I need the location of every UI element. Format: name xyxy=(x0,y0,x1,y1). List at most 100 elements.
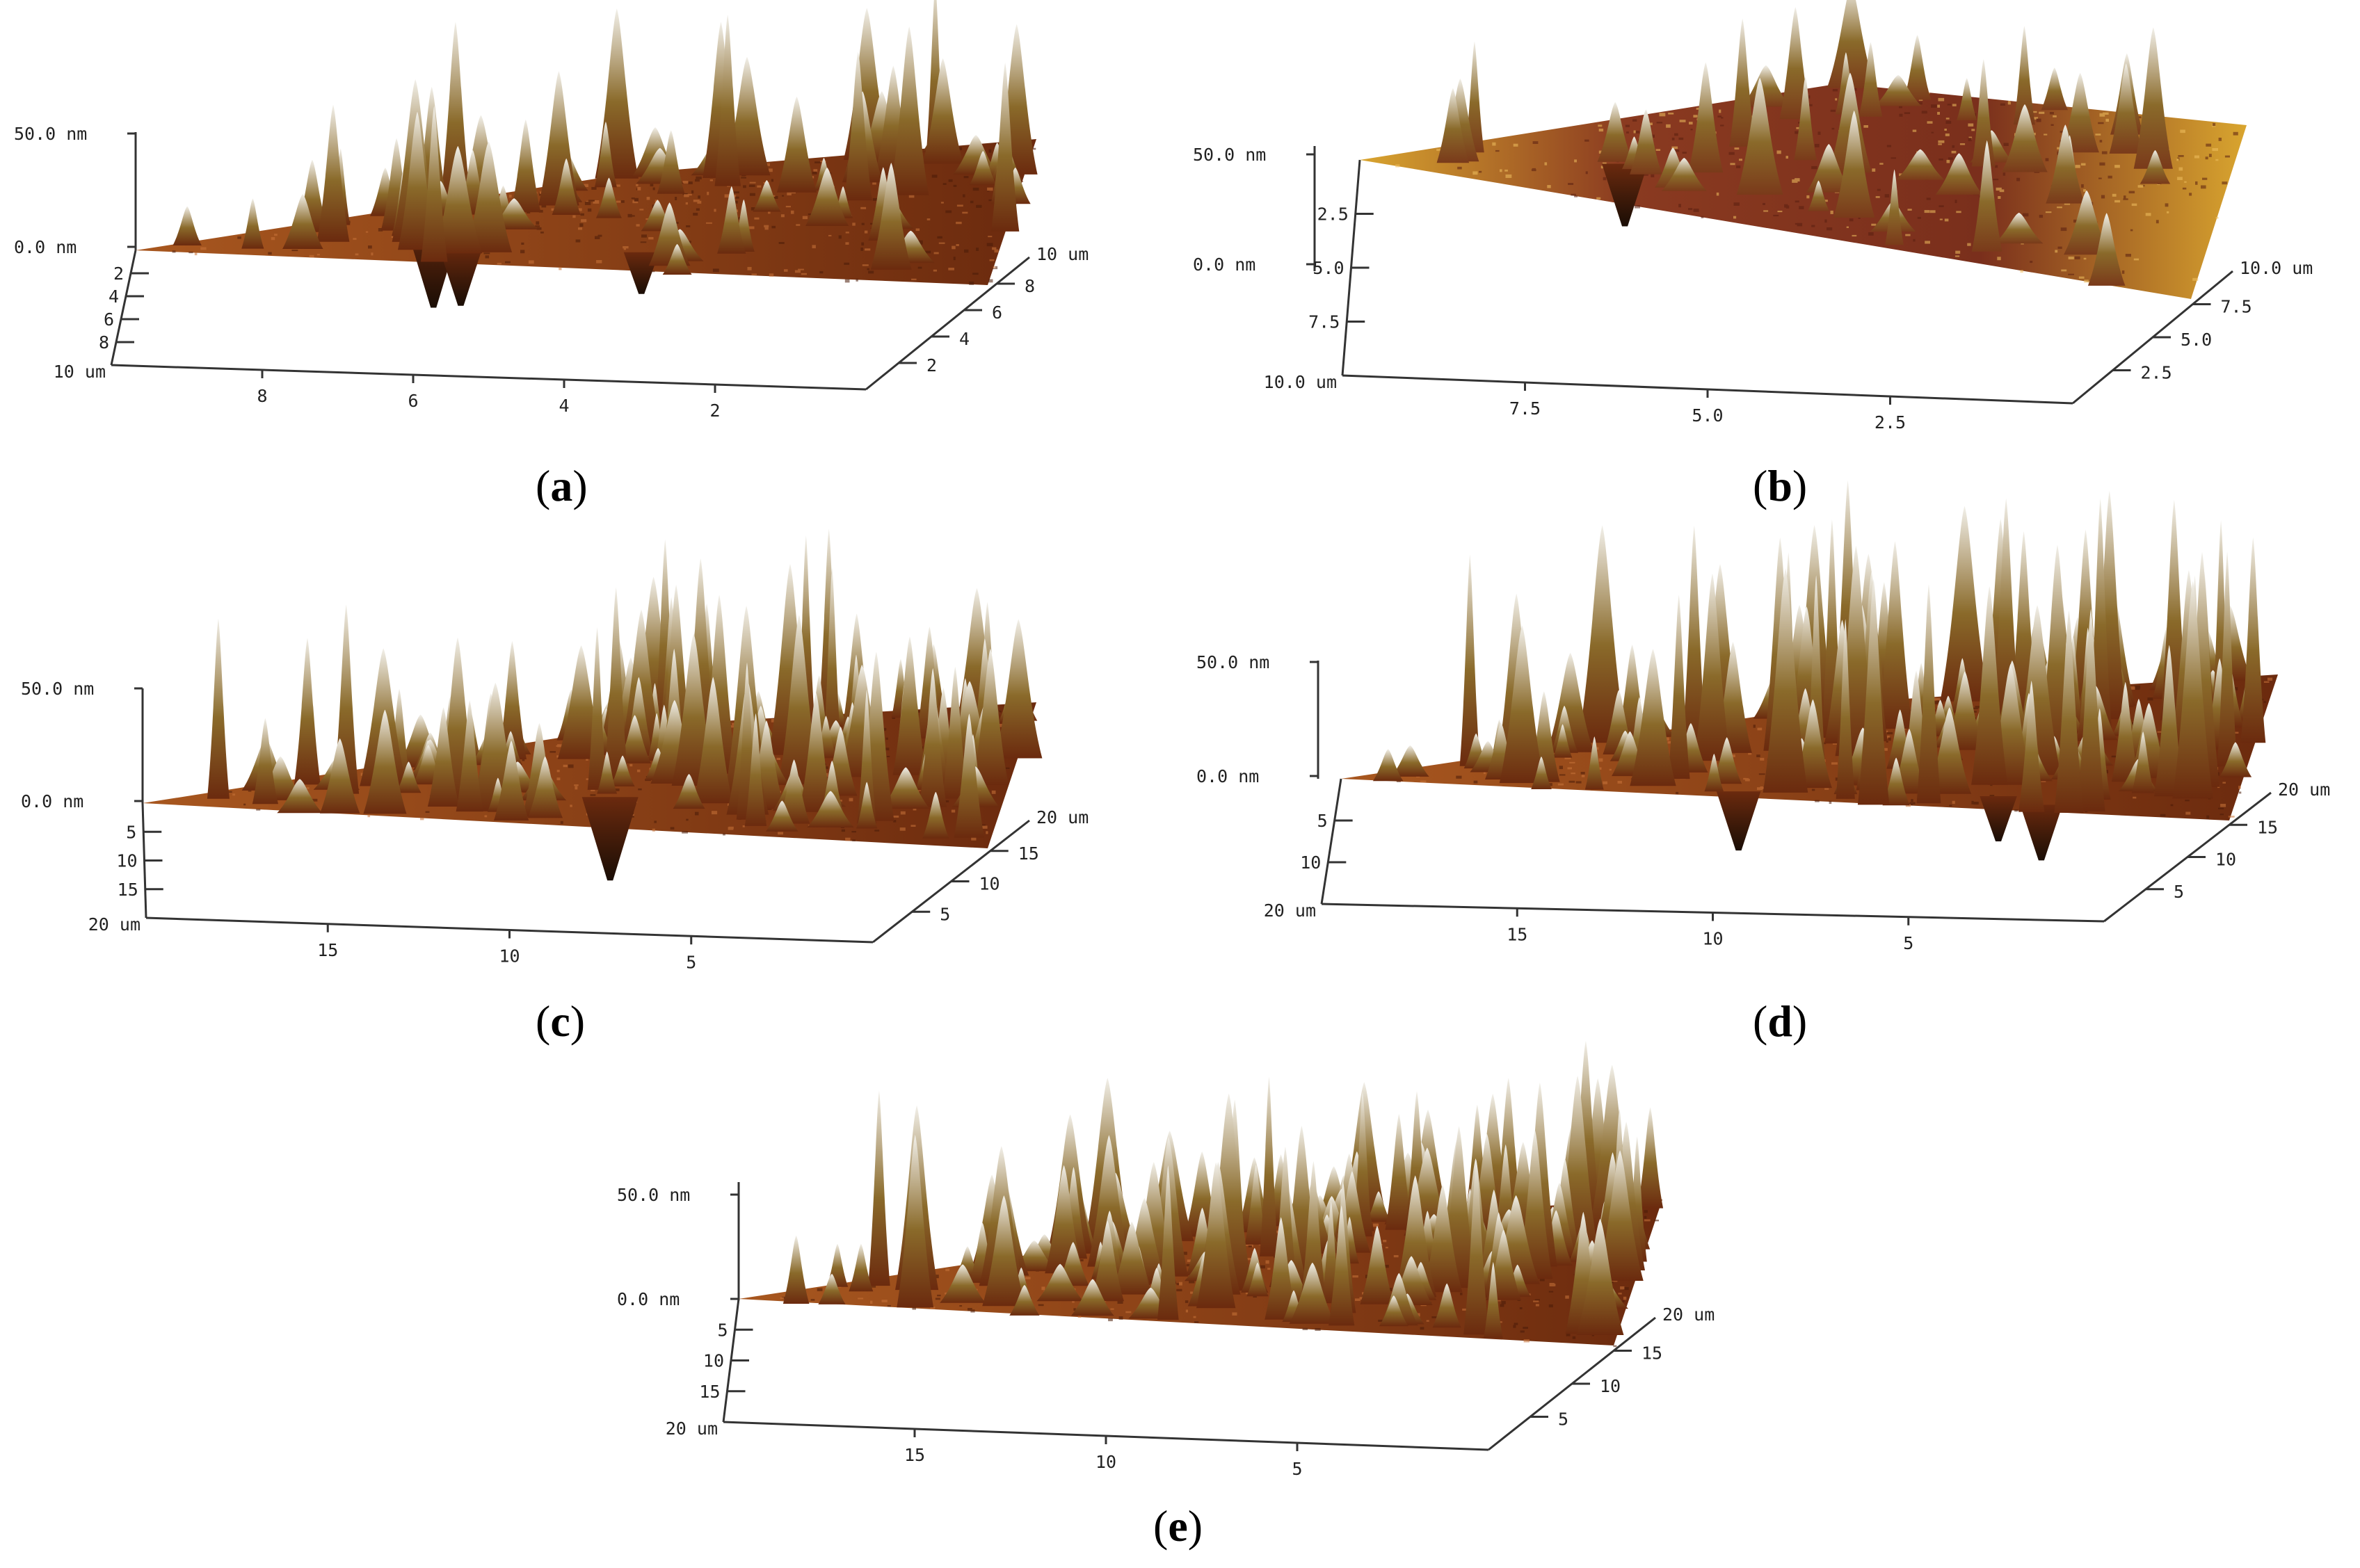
y-right-tick-label: 4 xyxy=(959,329,970,349)
caption-e: (e) xyxy=(1153,1501,1203,1551)
x-tick-label: 2 xyxy=(709,401,720,421)
y-right-tick-label: 10 xyxy=(979,874,1000,894)
x-tick-label: 5 xyxy=(1903,933,1913,953)
surface-peaks xyxy=(1436,0,2173,286)
caption-d: (d) xyxy=(1753,996,1808,1046)
y-right-tick-label: 2.5 xyxy=(2141,363,2172,383)
y-right-tick-label: 8 xyxy=(1025,276,1035,296)
far-axis-label: 20 um xyxy=(2278,779,2330,800)
z-min-label: 0.0 nm xyxy=(21,791,83,811)
y-left-tick-label: 10 xyxy=(116,851,137,871)
y-left-tick-label: 2 xyxy=(113,264,124,284)
z-min-label: 0.0 nm xyxy=(617,1289,680,1309)
y-left-tick-label: 2.5 xyxy=(1317,204,1349,225)
surface-pits xyxy=(1716,791,2063,861)
y-right-tick-label: 5 xyxy=(1558,1409,1568,1430)
x-tick-label: 15 xyxy=(904,1445,925,1465)
surface-peaks xyxy=(782,1040,1664,1339)
x-tick-label: 10 xyxy=(499,946,520,967)
y-left-tick-label: 15 xyxy=(118,880,138,900)
afm-surface xyxy=(1360,0,2247,299)
surface-peaks xyxy=(172,0,1038,275)
y-left-tick-label: 5 xyxy=(126,822,136,842)
caption-c: (c) xyxy=(536,996,586,1046)
x-tick-label: 5.0 xyxy=(1692,405,1723,426)
y-left-tick-label: 5 xyxy=(1317,811,1328,831)
afm-surface xyxy=(739,1040,1664,1348)
z-max-label: 50.0 nm xyxy=(617,1185,690,1205)
z-min-label: 0.0 nm xyxy=(1196,766,1259,786)
caption-b: (b) xyxy=(1753,461,1808,510)
x-tick-label: 10 xyxy=(1095,1452,1116,1472)
far-axis-label: 10.0 um xyxy=(2240,258,2313,278)
x-tick-label: 5 xyxy=(1292,1459,1302,1479)
far-axis-label: 20 um xyxy=(1662,1304,1715,1325)
afm-panel-b: 50.0 nm 0.0 nm 10.0 um 10.0 um 7.5 5.0 2.5 7.5 5… xyxy=(1182,0,2360,542)
x-tick-label: 7.5 xyxy=(1509,398,1541,419)
afm-panel-d: 50.0 nm 0.0 nm 20 um 20 um 15 10 5 10 5 15 10 5 xyxy=(1182,480,2360,1085)
y-right-tick-label: 7.5 xyxy=(2221,297,2252,317)
z-max-label: 50.0 nm xyxy=(1196,652,1269,672)
x-tick-label: 15 xyxy=(317,940,338,960)
afm-3d-surface-plot: 50.0 nm 0.0 nm 10.0 um 10.0 um 7.5 5.0 2.5 7.5 5… xyxy=(1193,0,2313,433)
x-tick-label: 8 xyxy=(257,386,267,406)
far-axis-label: 10 um xyxy=(1036,244,1089,264)
x-tick-label: 4 xyxy=(559,396,569,416)
y-left-tick-label: 10 xyxy=(703,1351,724,1371)
y-right-tick-label: 15 xyxy=(2257,817,2278,837)
x-tick-label: 6 xyxy=(408,391,418,411)
y-right-tick-label: 5 xyxy=(940,904,950,924)
corner-label: 10.0 um xyxy=(1264,372,1337,392)
y-right-tick-label: 10 xyxy=(2215,850,2236,870)
afm-surface xyxy=(136,0,1038,308)
corner-label: 20 um xyxy=(88,914,141,935)
surface-pits xyxy=(1602,163,1648,227)
axis-labels: 50.0 nm 0.0 nm 10.0 um 10.0 um 7.5 5.0 2.5 7.5 5… xyxy=(1193,145,2313,433)
z-min-label: 0.0 nm xyxy=(14,237,77,257)
corner-label: 20 um xyxy=(666,1419,718,1439)
x-tick-label: 2.5 xyxy=(1875,412,1906,433)
afm-panel-e: 50.0 nm 0.0 nm 20 um 20 um 15 10 5 15 10 5 15 10 5 xyxy=(584,1040,1767,1568)
afm-3d-surface-plot: 50.0 nm 0.0 nm 20 um 20 um 15 10 5 15 10 5 15 10 5 xyxy=(21,528,1089,972)
axes xyxy=(110,132,1030,391)
y-right-tick-label: 6 xyxy=(992,302,1002,323)
surface-pits xyxy=(581,797,639,881)
y-left-tick-label: 5.0 xyxy=(1313,258,1344,278)
afm-surface xyxy=(143,528,1043,881)
axis-labels: 50.0 nm 0.0 nm 20 um 20 um 15 10 5 15 10 5 15 10 5 xyxy=(21,679,1089,972)
x-tick-label: 5 xyxy=(686,952,696,972)
caption-a: (a) xyxy=(536,461,588,510)
y-left-tick-label: 15 xyxy=(699,1382,720,1402)
z-max-label: 50.0 nm xyxy=(14,124,87,144)
y-left-tick-label: 7.5 xyxy=(1308,312,1340,332)
y-right-tick-label: 15 xyxy=(1641,1343,1662,1364)
y-left-tick-label: 10 xyxy=(1300,852,1321,873)
surface-peaks xyxy=(1372,480,2266,813)
y-right-tick-label: 10 xyxy=(1600,1376,1621,1396)
y-right-tick-label: 5 xyxy=(2174,882,2184,902)
y-left-tick-label: 6 xyxy=(104,309,114,330)
afm-panel-c: 50.0 nm 0.0 nm 20 um 20 um 15 10 5 15 10 5 15 10 5 xyxy=(0,528,1182,1085)
corner-label: 20 um xyxy=(1264,900,1316,921)
y-left-tick-label: 5 xyxy=(717,1320,728,1340)
x-axis xyxy=(111,364,867,391)
z-max-label: 50.0 nm xyxy=(1193,145,1266,165)
y-right-tick-label: 15 xyxy=(1018,843,1039,864)
x-tick-label: 15 xyxy=(1507,924,1527,944)
z-min-label: 0.0 nm xyxy=(1193,254,1255,275)
afm-panel-a: 50.0 nm 0.0 nm 10 um 10 um 8 6 4 2 8 6 4 2 8 6 4 2 xyxy=(0,0,1182,542)
z-max-label: 50.0 nm xyxy=(21,679,94,699)
x-tick-label: 10 xyxy=(1702,929,1723,949)
y-axis-left xyxy=(1320,778,1342,905)
corner-label: 10 um xyxy=(54,362,106,382)
y-axis-left xyxy=(110,250,137,366)
surface-peaks xyxy=(207,528,1043,839)
far-axis-label: 20 um xyxy=(1036,807,1089,827)
afm-surface xyxy=(1341,480,2278,861)
